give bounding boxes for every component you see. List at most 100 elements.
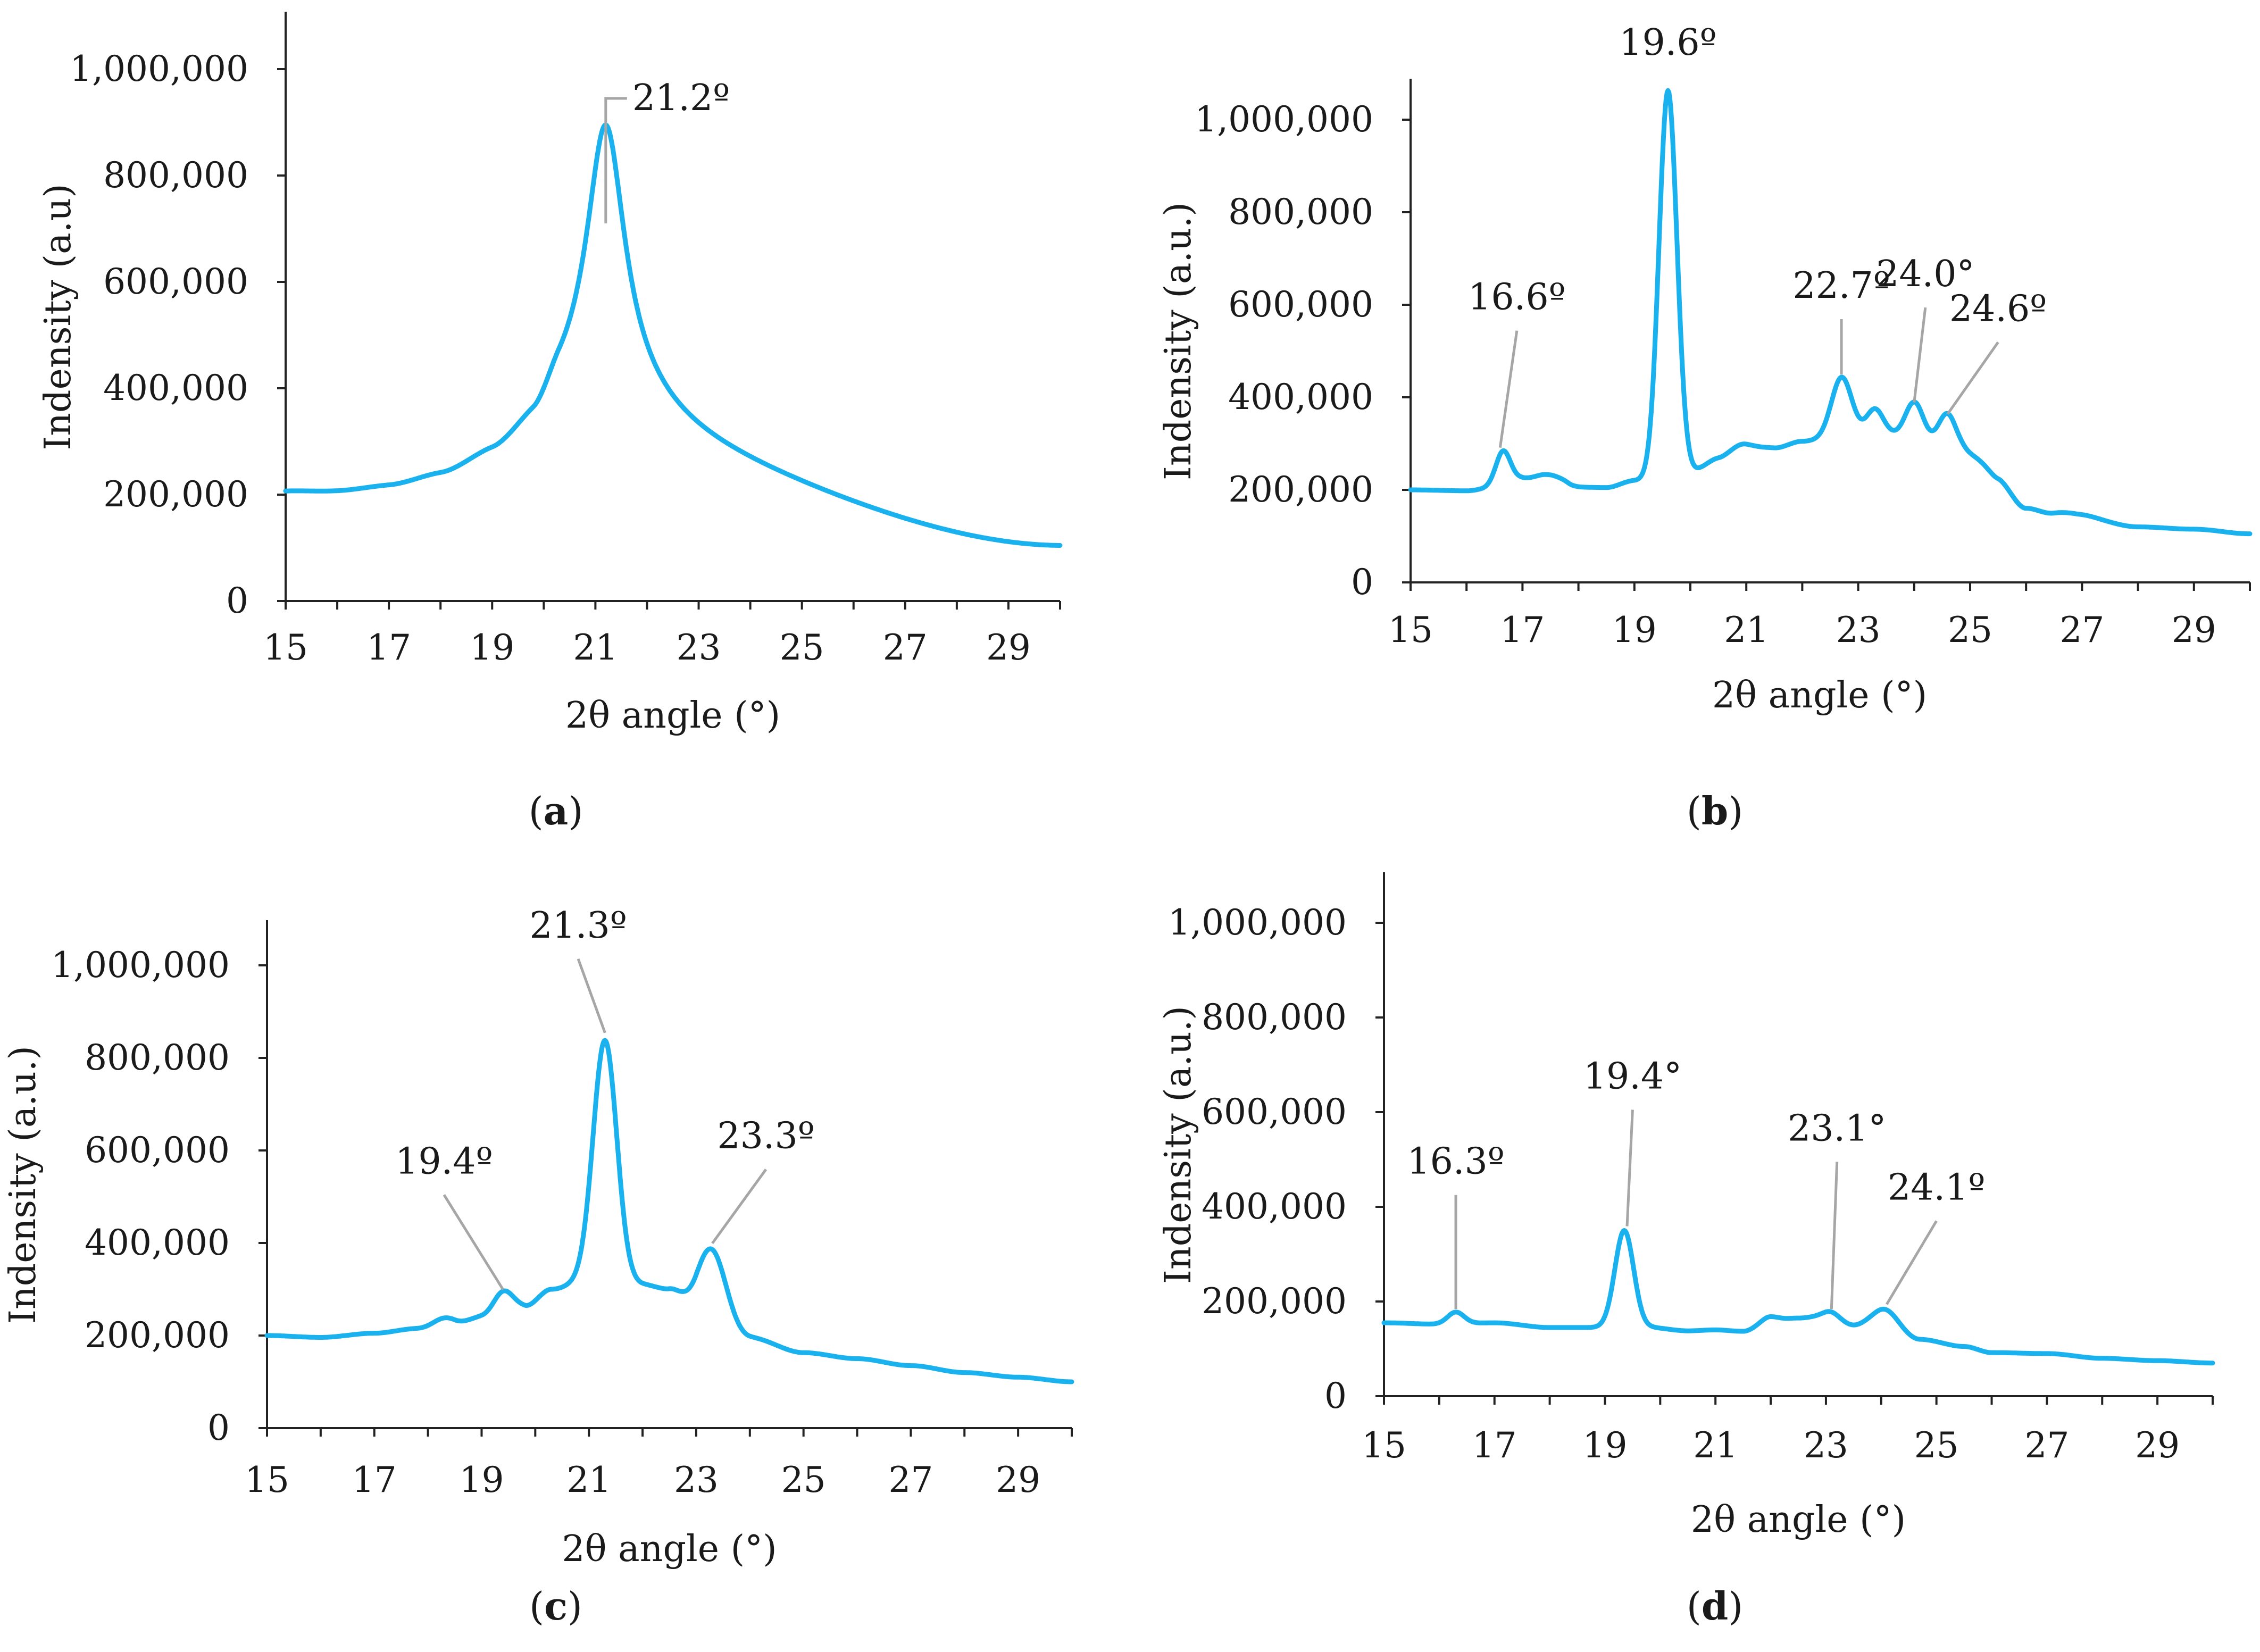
panel-label: (c)	[529, 1583, 582, 1629]
annotation-leader	[604, 97, 627, 223]
x-tick-label: 17	[366, 627, 411, 668]
x-tick-label: 19	[1582, 1425, 1627, 1466]
peak-annotation: 24.0°	[1876, 253, 1974, 295]
panel-label: (b)	[1687, 788, 1744, 833]
x-tick-label: 25	[781, 1459, 826, 1500]
panel-b: 0 200,000 400,000 600,000 800,000 1,000,000 15…	[1157, 22, 2253, 833]
xrd-curve	[1408, 88, 2253, 537]
x-tick-label: 21	[566, 1459, 611, 1500]
y-tick-label: 1,000,000	[70, 48, 248, 89]
y-tick-label: 0	[226, 580, 248, 621]
x-tick-label: 19	[1612, 610, 1657, 650]
x-tick-label: 29	[986, 627, 1031, 668]
x-tick-label: 25	[780, 627, 824, 668]
x-axis-title: 2θ angle (°)	[1712, 674, 1927, 716]
x-tick-label: 25	[1948, 610, 1992, 650]
y-tick-label: 0	[1351, 562, 1373, 603]
peak-annotation: 24.1º	[1888, 1167, 1985, 1209]
x-axis-title: 2θ angle (°)	[562, 1528, 777, 1570]
x-tick-label: 15	[245, 1459, 289, 1500]
x-tick-label: 21	[573, 627, 618, 668]
y-tick-label: 200,000	[1202, 1281, 1347, 1322]
panel-d: 0 200,000 400,000 600,000 800,000 1,000,000 15…	[1157, 872, 2215, 1629]
y-tick-label: 600,000	[103, 261, 248, 302]
annotation-leader	[1830, 1162, 1839, 1309]
y-tick-label: 600,000	[1228, 284, 1373, 325]
y-tick-label: 400,000	[1228, 377, 1373, 418]
xrd-curve	[264, 1038, 1074, 1384]
peak-annotation: 16.3º	[1407, 1141, 1504, 1183]
x-tick-label: 29	[2172, 610, 2216, 650]
x-axis-title: 2θ angle (°)	[565, 695, 780, 737]
x-tick-label: 29	[996, 1459, 1040, 1500]
y-tick-label: 800,000	[1202, 997, 1347, 1038]
x-tick-label: 19	[459, 1459, 504, 1500]
y-tick-label: 400,000	[85, 1222, 230, 1263]
peak-annotation: 23.3º	[717, 1115, 814, 1157]
annotation-leader	[1625, 1109, 1634, 1227]
annotation-leader	[1498, 330, 1519, 448]
peak-annotation: 16.6º	[1468, 277, 1565, 319]
y-tick-label: 1,000,000	[51, 945, 230, 986]
peak-annotation: 22.7º	[1792, 265, 1890, 307]
x-axis-title: 2θ angle (°)	[1691, 1499, 1906, 1541]
x-tick-label: 21	[1724, 610, 1769, 650]
panel-label: (a)	[529, 788, 583, 833]
peak-annotation: 23.1°	[1788, 1107, 1886, 1149]
peak-annotation: 19.6º	[1619, 22, 1716, 64]
y-tick-label: 800,000	[85, 1037, 230, 1078]
x-tick-label: 27	[2059, 610, 2104, 650]
panel-a: 0 200,000 400,000 600,000 800,000 1,000,000 15…	[37, 12, 1063, 833]
annotation-leader	[577, 958, 606, 1033]
y-tick-label: 800,000	[103, 155, 248, 196]
y-tick-label: 1,000,000	[1195, 99, 1373, 140]
x-tick-label: 25	[1914, 1425, 1959, 1466]
x-tick-label: 23	[1804, 1425, 1848, 1466]
y-axis-title: Indensity (a.u.)	[1157, 1006, 1199, 1284]
x-tick-label: 23	[1836, 610, 1881, 650]
annotation-leader	[711, 1169, 768, 1245]
x-tick-label: 17	[1472, 1425, 1517, 1466]
annotation-leader	[1886, 1220, 1938, 1305]
y-tick-label: 200,000	[1228, 469, 1373, 510]
panel-c: 0 200,000 400,000 600,000 800,000 1,000,000 15…	[2, 905, 1074, 1629]
x-tick-label: 19	[470, 627, 514, 668]
annotation-leader	[443, 1194, 504, 1291]
x-tick-label: 29	[2135, 1425, 2180, 1466]
y-tick-label: 0	[207, 1407, 230, 1448]
y-tick-label: 0	[1324, 1375, 1347, 1416]
y-tick-label: 600,000	[85, 1130, 230, 1171]
xrd-curve	[283, 122, 1063, 548]
x-tick-label: 21	[1693, 1425, 1738, 1466]
peak-annotation: 21.3º	[529, 905, 627, 947]
x-tick-label: 15	[1388, 610, 1433, 650]
y-tick-label: 400,000	[103, 368, 248, 408]
y-tick-label: 400,000	[1202, 1186, 1347, 1227]
peak-annotation: 21.2º	[632, 77, 730, 119]
x-tick-label: 27	[883, 627, 928, 668]
x-tick-label: 17	[1500, 610, 1545, 650]
y-axis-title: Indensity (a.u)	[37, 183, 79, 450]
x-tick-label: 23	[674, 1459, 719, 1500]
peak-annotation: 19.4°	[1583, 1056, 1682, 1098]
xrd-curve	[1381, 1228, 2215, 1366]
x-tick-label: 17	[352, 1459, 397, 1500]
x-tick-label: 27	[888, 1459, 933, 1500]
y-tick-label: 800,000	[1228, 191, 1373, 232]
annotation-leader	[1913, 307, 1927, 403]
x-tick-label: 15	[263, 627, 308, 668]
y-tick-label: 600,000	[1202, 1091, 1347, 1132]
y-tick-label: 200,000	[103, 474, 248, 515]
y-axis-title: Indensity (a.u.)	[2, 1046, 44, 1324]
y-axis-title: Indensity (a.u.)	[1157, 202, 1199, 480]
x-tick-label: 15	[1362, 1425, 1406, 1466]
x-tick-label: 23	[677, 627, 721, 668]
peak-annotation: 24.6º	[1949, 288, 2047, 330]
peak-annotation: 19.4º	[395, 1141, 493, 1183]
x-tick-label: 27	[2024, 1425, 2069, 1466]
y-tick-label: 1,000,000	[1168, 902, 1347, 943]
annotation-leader	[1946, 341, 1999, 415]
panel-label: (d)	[1687, 1583, 1744, 1629]
y-tick-label: 200,000	[85, 1315, 230, 1356]
